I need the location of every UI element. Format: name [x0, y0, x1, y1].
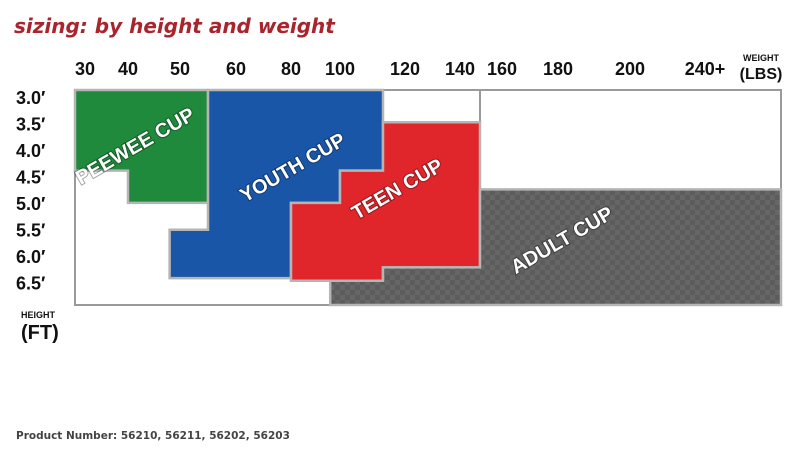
x-tick-label: 40: [118, 59, 138, 79]
y-axis-unit: (FT): [21, 322, 59, 344]
adult-zone: [328, 188, 783, 307]
x-tick-label: 200: [615, 59, 645, 79]
x-tick-label: 50: [170, 59, 190, 79]
tick-layer: 30 40 50 60 80 100 120 140 160 180 200 240+ WEIGHT (L…: [16, 53, 782, 344]
x-tick-label: 160: [487, 59, 517, 79]
x-tick-label: 30: [75, 59, 95, 79]
x-tick-label: 140: [445, 59, 475, 79]
y-tick-label: 5.5′: [16, 221, 45, 241]
x-tick-label: 120: [390, 59, 420, 79]
y-tick-label: 6.0′: [16, 247, 45, 267]
x-tick-label: 100: [325, 59, 355, 79]
y-tick-label: 5.0′: [16, 194, 45, 214]
zone-layer: [73, 88, 783, 307]
y-tick-label: 4.5′: [16, 168, 45, 188]
x-tick-label: 80: [281, 59, 301, 79]
y-axis-label: HEIGHT: [21, 310, 56, 320]
x-tick-label: 60: [226, 59, 246, 79]
y-tick-label: 3.5′: [16, 115, 45, 135]
y-tick-label: 3.0′: [16, 88, 45, 108]
y-tick-label: 6.5′: [16, 274, 45, 294]
y-tick-label: 4.0′: [16, 141, 45, 161]
product-number: Product Number: 56210, 56211, 56202, 562…: [16, 430, 290, 442]
chart-title: sizing: by height and weight: [14, 14, 335, 38]
x-tick-label: 240+: [685, 59, 726, 79]
x-tick-label: 180: [543, 59, 573, 79]
x-axis-unit: (LBS): [740, 66, 783, 83]
x-axis-label: WEIGHT: [743, 53, 779, 63]
